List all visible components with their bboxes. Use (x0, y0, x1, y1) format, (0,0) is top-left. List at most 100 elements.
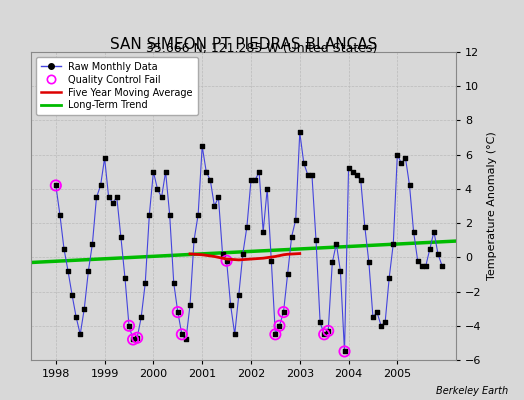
Point (60, 246, 68, 252)
Legend: Raw Monthly Data, Quality Control Fail, Five Year Moving Average, Long-Term Tren: Raw Monthly Data, Quality Control Fail, … (36, 57, 198, 115)
Point (186, 302, 194, 308)
Point (312, 237, 320, 244)
Point (413, 258, 422, 264)
Point (161, 168, 170, 175)
Point (202, 168, 211, 175)
Point (340, 348, 348, 355)
Point (52, 182, 60, 189)
Point (369, 314, 377, 320)
Point (198, 143, 206, 149)
Point (133, 334, 141, 341)
Point (206, 177, 214, 184)
Point (129, 336, 137, 343)
Point (320, 331, 329, 338)
Point (381, 319, 389, 326)
Point (279, 309, 288, 315)
Point (373, 309, 381, 315)
Point (291, 216, 300, 223)
Point (219, 251, 227, 257)
Point (194, 211, 202, 218)
Point (133, 334, 141, 341)
Point (283, 271, 292, 278)
Point (361, 223, 369, 230)
Point (231, 331, 239, 338)
Point (113, 194, 121, 201)
Point (434, 251, 442, 257)
Point (222, 258, 231, 264)
Point (344, 165, 353, 172)
Point (348, 168, 357, 175)
Point (214, 194, 223, 201)
Point (296, 129, 304, 136)
Point (271, 331, 280, 338)
Point (226, 302, 235, 308)
Point (243, 223, 251, 230)
Point (422, 263, 430, 269)
Point (141, 280, 149, 286)
Point (247, 177, 255, 184)
Point (80, 306, 89, 312)
Point (96, 182, 105, 189)
Point (108, 199, 117, 206)
Point (418, 263, 426, 269)
Point (64, 268, 72, 274)
Point (153, 186, 161, 192)
Text: 35.666 N, 121.285 W (United States): 35.666 N, 121.285 W (United States) (146, 42, 378, 55)
Y-axis label: Temperature Anomaly (°C): Temperature Anomaly (°C) (487, 132, 497, 280)
Point (255, 168, 264, 175)
Point (320, 331, 329, 338)
Point (68, 292, 77, 298)
Point (166, 211, 174, 218)
Point (324, 328, 332, 334)
Point (385, 275, 394, 281)
Point (52, 182, 60, 189)
Point (173, 309, 182, 315)
Point (182, 336, 190, 343)
Point (406, 182, 414, 189)
Point (356, 177, 365, 184)
Point (178, 331, 186, 338)
Point (401, 155, 410, 161)
Point (353, 172, 361, 178)
Point (84, 268, 93, 274)
Point (279, 309, 288, 315)
Point (101, 155, 109, 161)
Point (389, 240, 398, 247)
Point (173, 309, 182, 315)
Point (267, 258, 276, 264)
Point (137, 314, 145, 320)
Point (397, 160, 406, 166)
Point (259, 228, 267, 235)
Point (129, 336, 137, 343)
Point (340, 348, 348, 355)
Point (251, 177, 259, 184)
Point (210, 203, 219, 209)
Point (430, 228, 438, 235)
Point (76, 331, 84, 338)
Point (425, 246, 434, 252)
Point (88, 240, 96, 247)
Point (104, 194, 113, 201)
Point (275, 322, 283, 329)
Point (288, 234, 296, 240)
Point (409, 228, 418, 235)
Point (263, 186, 271, 192)
Point (190, 237, 198, 244)
Point (117, 234, 125, 240)
Point (377, 322, 385, 329)
Point (238, 251, 247, 257)
Point (157, 194, 166, 201)
Point (438, 263, 446, 269)
Point (324, 328, 332, 334)
Point (336, 268, 345, 274)
Point (275, 322, 283, 329)
Point (235, 292, 243, 298)
Text: Berkeley Earth: Berkeley Earth (436, 386, 508, 396)
Point (56, 211, 64, 218)
Point (308, 172, 316, 178)
Point (300, 160, 308, 166)
Point (92, 194, 101, 201)
Point (222, 258, 231, 264)
Point (304, 172, 312, 178)
Point (145, 211, 154, 218)
